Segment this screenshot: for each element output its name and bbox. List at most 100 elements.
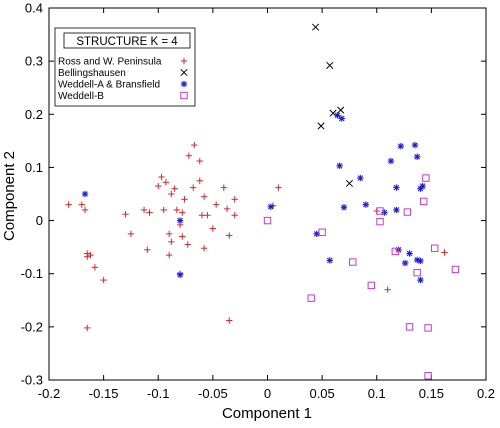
point-weddell-b [424, 324, 432, 332]
point-weddell-a-bransfield [387, 157, 395, 165]
point-weddell-b [413, 268, 421, 277]
point-weddell-a-bransfield [313, 230, 320, 238]
legend-label: Weddell-A & Bransfield [58, 80, 160, 91]
x-tick-label: 0.2 [477, 386, 495, 401]
point-ross-and-w-peninsula [171, 185, 178, 192]
point-ross-and-w-peninsula [158, 173, 165, 181]
x-tick-label: 0.05 [309, 386, 334, 401]
y-tick-label: -0.3 [21, 373, 43, 388]
y-tick-label: -0.2 [21, 319, 43, 334]
point-ross-and-w-peninsula [226, 232, 233, 239]
point-bellingshausen [326, 61, 334, 69]
point-ross-and-w-peninsula [384, 286, 391, 293]
x-tick-label: -0.05 [198, 386, 228, 401]
point-ross-and-w-peninsula [226, 317, 233, 324]
legend-marker [180, 80, 188, 88]
point-ross-and-w-peninsula [165, 251, 173, 259]
y-tick-label: -0.1 [21, 266, 43, 281]
x-axis-label: Component 1 [222, 405, 312, 422]
y-axis: -0.3 -0.2 -0.1 0 0.1 0.2 0.3 0.4 [21, 1, 486, 388]
point-ross-and-w-peninsula [223, 205, 231, 213]
point-weddell-a-bransfield [411, 141, 419, 149]
point-ross-and-w-peninsula [275, 184, 282, 191]
point-ross-and-w-peninsula [190, 184, 197, 191]
point-ross-and-w-peninsula [196, 177, 203, 184]
point-weddell-b [403, 208, 412, 216]
legend-marker [180, 57, 188, 65]
point-ross-and-w-peninsula [200, 193, 208, 200]
point-weddell-a-bransfield [338, 115, 345, 122]
point-weddell-a-bransfield [413, 153, 421, 160]
point-weddell-b [422, 174, 430, 182]
point-weddell-a-bransfield [81, 190, 89, 198]
point-weddell-a-bransfield [406, 250, 413, 257]
point-weddell-a-bransfield [176, 271, 184, 278]
point-bellingshausen [317, 122, 325, 130]
y-tick-label: 0.4 [25, 1, 43, 16]
point-ross-and-w-peninsula [127, 230, 135, 238]
point-weddell-a-bransfield [176, 217, 184, 224]
point-weddell-b [391, 247, 400, 256]
point-ross-and-w-peninsula [84, 324, 91, 332]
point-ross-and-w-peninsula [87, 251, 94, 259]
point-bellingshausen [345, 179, 353, 187]
x-tick-label: -0.15 [89, 386, 119, 401]
legend-label: Bellingshausen [58, 68, 126, 79]
point-weddell-a-bransfield [267, 203, 274, 210]
point-ross-and-w-peninsula [91, 264, 99, 271]
x-tick-label: 0 [264, 386, 271, 401]
data-points [65, 23, 460, 380]
point-ross-and-w-peninsula [165, 230, 173, 238]
point-ross-and-w-peninsula [84, 253, 91, 260]
point-weddell-a-bransfield [393, 206, 400, 214]
x-axis: -0.2 -0.15 -0.1 -0.05 0 0.05 0.1 0.15 0.2 [38, 8, 495, 401]
point-ross-and-w-peninsula [173, 206, 181, 214]
legend-entries: Ross and W. PeninsulaBellingshausenWedde… [58, 57, 188, 102]
point-weddell-a-bransfield [397, 142, 404, 150]
legend-title-box [63, 32, 191, 49]
point-weddell-b [307, 294, 315, 302]
point-weddell-a-bransfield [362, 201, 370, 208]
y-axis-label: Component 2 [1, 151, 18, 241]
point-ross-and-w-peninsula [209, 225, 217, 232]
point-ross-and-w-peninsula [181, 196, 188, 203]
point-ross-and-w-peninsula [185, 152, 193, 159]
legend: STRUCTURE K = 4 Ross and W. PeninsulaBel… [54, 27, 196, 107]
point-weddell-b [430, 244, 439, 252]
point-ross-and-w-peninsula [231, 212, 238, 219]
point-ross-and-w-peninsula [168, 238, 175, 246]
legend-label: Weddell-B [58, 91, 104, 102]
legend-title: STRUCTURE K = 4 [76, 36, 178, 48]
y-tick-label: 0.3 [25, 54, 43, 69]
point-weddell-b [424, 372, 432, 380]
point-weddell-a-bransfield [336, 162, 343, 170]
point-ross-and-w-peninsula [198, 212, 206, 219]
point-ross-and-w-peninsula [162, 179, 170, 186]
legend-label: Ross and W. Peninsula [58, 57, 162, 68]
point-ross-and-w-peninsula [179, 233, 186, 240]
point-ross-and-w-peninsula [160, 206, 167, 214]
point-ross-and-w-peninsula [155, 182, 162, 190]
point-weddell-b [349, 258, 357, 266]
y-tick-label: 0 [36, 213, 43, 228]
point-ross-and-w-peninsula [140, 206, 148, 214]
point-ross-and-w-peninsula [204, 212, 211, 219]
point-weddell-b [318, 228, 326, 236]
point-ross-and-w-peninsula [212, 201, 220, 208]
point-weddell-a-bransfield [326, 257, 333, 264]
point-ross-and-w-peninsula [179, 209, 186, 216]
legend-marker [180, 91, 188, 100]
point-weddell-b [376, 207, 384, 215]
y-tick-label: 0.1 [25, 160, 43, 175]
point-ross-and-w-peninsula [231, 196, 238, 203]
x-tick-label: -0.2 [38, 386, 60, 401]
point-weddell-b [263, 216, 272, 225]
point-ross-and-w-peninsula [168, 190, 175, 198]
point-weddell-a-bransfield [357, 174, 364, 182]
point-weddell-b [420, 197, 428, 206]
point-weddell-a-bransfield [340, 204, 348, 211]
point-weddell-a-bransfield [417, 276, 424, 284]
point-ross-and-w-peninsula [122, 210, 129, 218]
point-ross-and-w-peninsula [191, 141, 198, 149]
y-tick-label: 0.2 [25, 107, 43, 122]
